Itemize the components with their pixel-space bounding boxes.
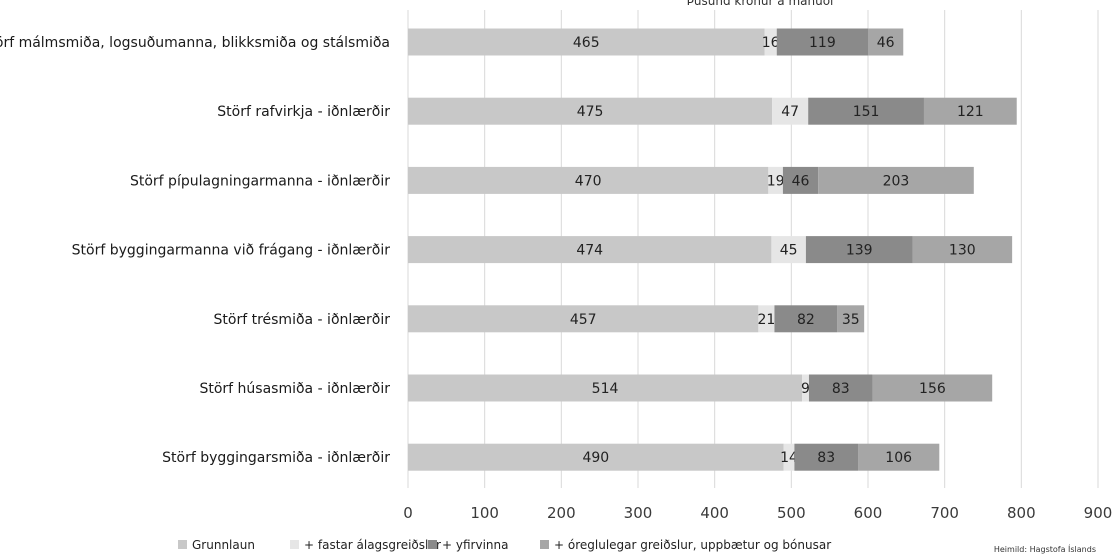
bar-segment (771, 236, 806, 264)
data-label: 35 (842, 312, 860, 328)
bar-segment (408, 236, 772, 264)
data-label: 156 (919, 381, 946, 397)
bar-segment (802, 374, 809, 402)
x-tick-label: 500 (777, 504, 806, 522)
bar-segment (783, 443, 795, 471)
data-label: 465 (573, 35, 600, 51)
bar-segment (772, 97, 809, 125)
data-label: 14 (780, 450, 798, 466)
data-label: 139 (846, 243, 873, 259)
x-tick-label: 200 (547, 504, 576, 522)
category-label: Störf byggingarsmiða - iðnlærðir (162, 450, 390, 466)
data-label: 106 (885, 450, 912, 466)
bar-segment (923, 97, 1017, 125)
bar-segment (837, 305, 865, 333)
bar-segment (858, 443, 940, 471)
x-tick-label: 400 (700, 504, 729, 522)
data-label: 514 (592, 381, 619, 397)
legend-label: + yfirvinna (442, 538, 508, 552)
data-label: 151 (853, 104, 880, 120)
bar-segment (794, 443, 859, 471)
data-label: 21 (758, 312, 776, 328)
data-label: 9 (801, 381, 810, 397)
data-label: 490 (582, 450, 609, 466)
bar-segment (805, 236, 913, 264)
bar-segment (782, 166, 819, 194)
source-note: Heimild: Hagstofa Íslands (994, 543, 1096, 554)
legend-label: Grunnlaun (192, 538, 255, 552)
legend: Grunnlaun + fastar álagsgreiðslur + yfirvi… (178, 538, 831, 552)
data-label: 83 (832, 381, 850, 397)
data-label: 121 (957, 104, 984, 120)
bars: 465 16 119 46 475 47 151 121 470 19 46 203 474 45 139 1… (408, 28, 1017, 471)
bar-segment (408, 443, 784, 471)
legend-swatch (290, 540, 299, 549)
category-label: Störf pípulagningarmanna - iðnlærðir (130, 173, 390, 189)
bar-segment (408, 305, 759, 333)
data-label: 203 (883, 173, 910, 189)
legend-swatch (540, 540, 549, 549)
category-labels: Störf málmsmiða, logsuðumanna, blikksmið… (0, 35, 390, 466)
x-tick-label: 800 (1007, 504, 1036, 522)
data-label: 82 (797, 312, 815, 328)
category-label: Störf rafvirkja - iðnlærðir (217, 104, 390, 120)
category-label: Störf málmsmiða, logsuðumanna, blikksmið… (0, 35, 390, 51)
x-tick-labels: 0 100 200 300 400 500 600 700 800 900 (403, 504, 1112, 522)
bar-segment (764, 28, 777, 56)
x-tick-label: 300 (624, 504, 653, 522)
bar-segment (808, 97, 924, 125)
bar-segment (408, 374, 803, 402)
x-tick-label: 0 (403, 504, 413, 522)
data-label: 46 (792, 173, 810, 189)
category-label: Störf trésmiða - iðnlærðir (214, 312, 391, 328)
data-label: 474 (576, 243, 603, 259)
category-label: Störf húsasmiða - iðnlærðir (199, 381, 390, 397)
data-label: 45 (780, 243, 798, 259)
bar-segment (868, 28, 904, 56)
data-label: 130 (949, 243, 976, 259)
x-tick-label: 100 (470, 504, 499, 522)
x-tick-label: 900 (1084, 504, 1113, 522)
data-label: 16 (762, 35, 780, 51)
bar-segment (408, 166, 769, 194)
data-label: 470 (575, 173, 602, 189)
chart-title-fragment: Þúsund krónur á mánuði (687, 0, 834, 8)
bar-segment (872, 374, 993, 402)
category-label: Störf byggingarmanna við frágang - iðnlæ… (72, 243, 391, 259)
x-tick-label: 700 (930, 504, 959, 522)
data-label: 47 (781, 104, 799, 120)
data-label: 119 (809, 35, 836, 51)
bar-segment (808, 374, 873, 402)
data-label: 19 (767, 173, 785, 189)
data-label: 457 (570, 312, 597, 328)
bar-segment (776, 28, 868, 56)
legend-swatch (428, 540, 437, 549)
bar-segment (774, 305, 838, 333)
data-label: 475 (577, 104, 604, 120)
legend-label: + óreglulegar greiðslur, uppbætur og bón… (554, 538, 831, 552)
legend-swatch (178, 540, 187, 549)
bar-segment (818, 166, 974, 194)
bar-segment (408, 97, 773, 125)
data-label: 83 (817, 450, 835, 466)
legend-label: + fastar álagsgreiðslur (304, 538, 441, 552)
bar-segment (408, 28, 765, 56)
data-label: 46 (877, 35, 895, 51)
x-tick-label: 600 (854, 504, 883, 522)
bar-segment (758, 305, 775, 333)
bar-segment (768, 166, 783, 194)
bar-segment (912, 236, 1013, 264)
